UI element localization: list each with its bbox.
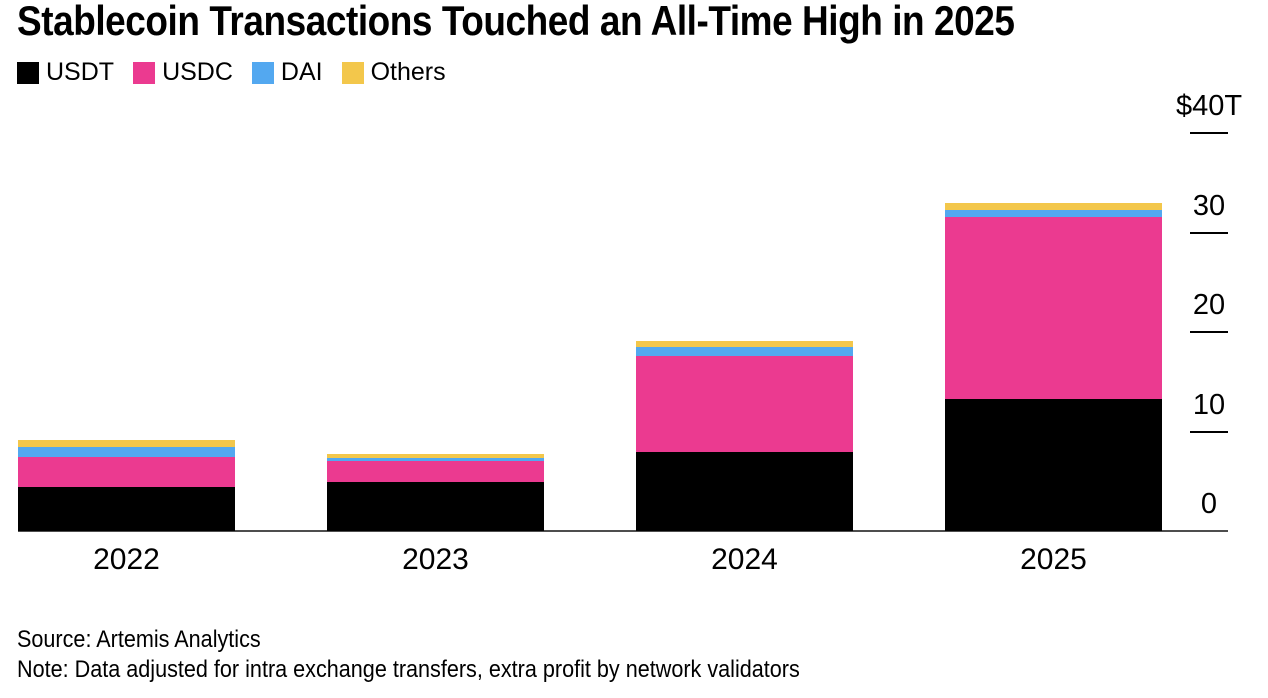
bar-2025-segment-others <box>945 202 1162 211</box>
bar-2024-segment-usdc <box>636 355 853 453</box>
bar-2024-segment-usdt <box>636 452 853 531</box>
bar-2023-segment-others <box>327 454 544 458</box>
bar-2024-segment-dai <box>636 346 853 356</box>
bar-2023 <box>327 454 544 531</box>
chart-footer: Source: Artemis Analytics Note: Data adj… <box>17 625 800 685</box>
x-axis-line <box>18 530 1228 532</box>
legend-item-usdt: USDT <box>17 58 114 87</box>
legend-item-others: Others <box>341 58 446 87</box>
y-tick-30 <box>1190 232 1228 234</box>
legend-label-dai: DAI <box>280 58 323 86</box>
y-axis-label-40: $40T <box>1175 90 1243 122</box>
bar-2023-segment-dai <box>327 457 544 462</box>
bar-2022-segment-usdt <box>18 487 235 531</box>
legend-item-dai: DAI <box>251 58 323 87</box>
bar-2023-segment-usdc <box>327 461 544 483</box>
legend-label-usdt: USDT <box>46 58 115 86</box>
legend-label-usdc: USDC <box>162 58 233 86</box>
chart-legend: USDT USDC DAI Others <box>17 58 446 87</box>
bar-2025-segment-usdt <box>945 398 1162 531</box>
note-text: Note: Data adjusted for intra exchange t… <box>17 656 800 683</box>
y-axis-label-10: 10 <box>1192 388 1226 421</box>
legend-swatch-usdt <box>17 61 39 84</box>
x-axis-label-2025: 2025 <box>1020 543 1087 576</box>
chart-title: Stablecoin Transactions Touched an All-T… <box>17 0 1015 44</box>
legend-swatch-others <box>341 61 364 84</box>
bar-2022-segment-others <box>18 439 235 448</box>
bar-2025 <box>945 202 1162 531</box>
bar-2022-segment-usdc <box>18 457 235 488</box>
y-tick-40 <box>1190 132 1228 134</box>
y-axis-label-0: 0 <box>1200 488 1218 520</box>
y-axis-label-30: 30 <box>1192 189 1226 222</box>
y-tick-20 <box>1190 331 1228 333</box>
x-axis-label-2023: 2023 <box>402 543 469 576</box>
x-axis-label-2022: 2022 <box>93 543 160 576</box>
y-tick-10 <box>1190 431 1228 433</box>
bar-2025-segment-dai <box>945 210 1162 217</box>
bar-2023-segment-usdt <box>327 482 544 531</box>
bar-2022-segment-dai <box>18 447 235 458</box>
source-text: Source: Artemis Analytics <box>17 626 261 653</box>
bar-2024 <box>636 340 853 531</box>
legend-item-usdc: USDC <box>133 58 233 87</box>
legend-swatch-dai <box>251 61 274 84</box>
bar-2025-segment-usdc <box>945 216 1162 399</box>
y-axis-label-20: 20 <box>1192 289 1226 321</box>
x-axis-label-2024: 2024 <box>711 543 778 576</box>
bar-2022 <box>18 439 235 531</box>
legend-swatch-usdc <box>133 61 156 84</box>
bar-2024-segment-others <box>636 340 853 347</box>
legend-label-others: Others <box>370 58 446 86</box>
